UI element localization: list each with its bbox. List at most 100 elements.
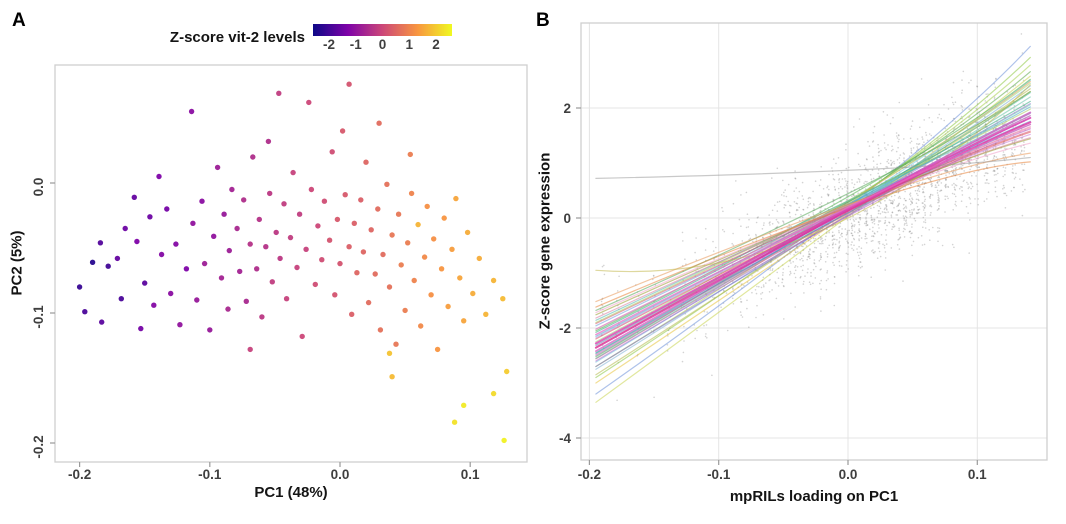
expression-point	[976, 166, 978, 169]
expression-point	[705, 324, 708, 326]
expression-point	[962, 180, 965, 183]
expression-point	[865, 214, 868, 216]
expression-point	[794, 276, 797, 279]
panel-b-x-tick-label: 0.0	[839, 467, 858, 482]
expression-point	[802, 209, 805, 211]
expression-point	[929, 239, 931, 241]
expression-point	[876, 230, 879, 233]
expression-point	[800, 213, 802, 216]
expression-point	[994, 86, 997, 89]
expression-point	[841, 235, 843, 238]
expression-point	[820, 256, 822, 259]
expression-point	[804, 275, 806, 277]
pca-point	[99, 319, 105, 325]
expression-point	[819, 203, 821, 206]
expression-point	[931, 184, 933, 187]
expression-point	[960, 104, 963, 107]
expression-point	[911, 212, 914, 215]
expression-point	[870, 216, 873, 218]
pca-point	[376, 120, 382, 126]
expression-point	[905, 220, 907, 222]
expression-point	[905, 222, 908, 224]
expression-point	[995, 156, 998, 158]
expression-point	[795, 202, 798, 205]
expression-point	[925, 134, 928, 136]
expression-point	[877, 241, 880, 243]
expression-point	[951, 243, 954, 246]
expression-point	[845, 180, 847, 182]
expression-point	[899, 210, 902, 212]
expression-point	[911, 198, 914, 201]
expression-point	[720, 306, 722, 309]
expression-point	[876, 166, 878, 168]
expression-point	[952, 103, 955, 106]
expression-point	[946, 169, 949, 172]
expression-point	[873, 220, 875, 222]
pca-point	[321, 198, 328, 204]
expression-point	[993, 155, 996, 158]
expression-point	[847, 241, 849, 244]
expression-point	[940, 182, 943, 184]
expression-point	[1023, 146, 1026, 149]
expression-point	[794, 266, 796, 269]
expression-point	[857, 152, 859, 155]
expression-point	[872, 177, 875, 180]
expression-point	[739, 298, 742, 300]
expression-point	[838, 181, 840, 184]
expression-point	[898, 203, 900, 206]
expression-point	[838, 192, 840, 194]
expression-point	[910, 149, 913, 151]
expression-point	[887, 144, 889, 146]
expression-point	[781, 278, 784, 280]
expression-point	[844, 228, 847, 230]
expression-point	[952, 101, 954, 104]
expression-point	[927, 104, 930, 106]
expression-point	[951, 96, 953, 99]
expression-point	[896, 214, 899, 216]
expression-point	[983, 159, 986, 161]
expression-point	[833, 186, 836, 188]
pca-point	[346, 244, 352, 250]
gene-fit-line	[595, 84, 1031, 273]
expression-point	[1004, 170, 1006, 172]
expression-point	[783, 195, 785, 197]
expression-point	[911, 120, 914, 122]
expression-point	[885, 234, 888, 236]
expression-point	[858, 239, 860, 242]
expression-point	[929, 179, 932, 181]
expression-point	[960, 200, 963, 202]
expression-point	[712, 240, 714, 243]
expression-point	[880, 234, 883, 236]
expression-point	[857, 178, 860, 180]
expression-point	[845, 271, 847, 273]
pca-point	[105, 263, 111, 269]
expression-point	[800, 275, 802, 278]
expression-point	[851, 182, 853, 184]
expression-point	[864, 237, 866, 240]
expression-point	[706, 337, 708, 339]
expression-point	[890, 164, 892, 167]
expression-point	[910, 140, 913, 143]
pca-point	[349, 311, 355, 317]
expression-point	[860, 174, 862, 176]
expression-point	[762, 224, 765, 226]
colorbar-gradient	[313, 24, 452, 36]
expression-point	[850, 244, 852, 246]
expression-point	[911, 164, 913, 167]
expression-point	[954, 101, 957, 103]
expression-point	[1002, 151, 1005, 153]
pca-point	[476, 255, 482, 262]
expression-point	[936, 192, 939, 194]
expression-point	[970, 187, 972, 190]
expression-point	[794, 251, 797, 253]
expression-point	[863, 222, 866, 225]
expression-point	[913, 217, 916, 220]
expression-point	[841, 232, 843, 235]
expression-point	[963, 179, 965, 181]
expression-point	[943, 119, 945, 122]
expression-point	[826, 255, 829, 258]
expression-point	[876, 216, 879, 218]
expression-point	[846, 182, 848, 185]
expression-point	[832, 178, 835, 180]
expression-point	[1024, 188, 1026, 191]
